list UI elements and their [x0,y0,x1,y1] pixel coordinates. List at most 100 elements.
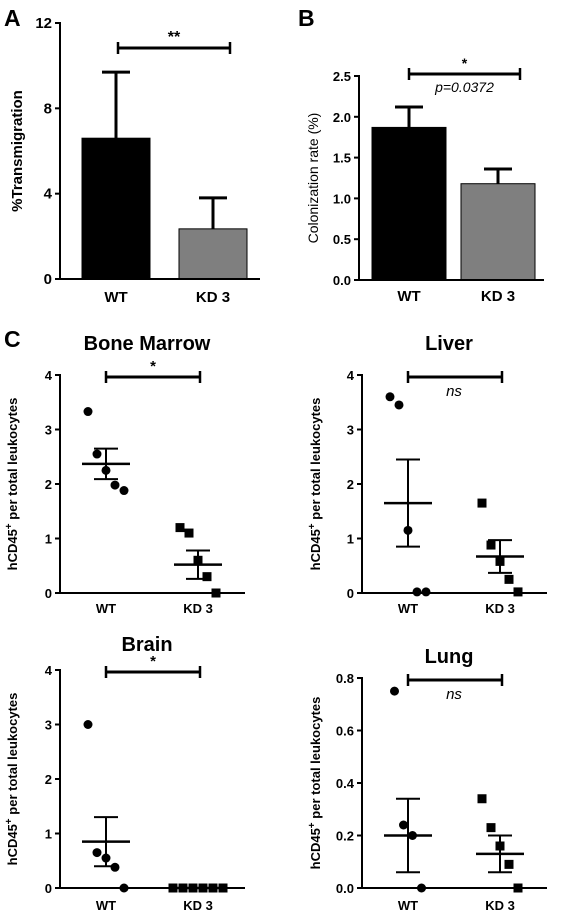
significance-stars: * [150,358,156,375]
y-tick-label: 2.5 [333,69,351,84]
x-tick-label: KD 3 [485,601,515,616]
x-tick-label: KD 3 [481,288,515,305]
panel-label-a: A [4,5,21,31]
y-tick-label: 0 [347,586,354,601]
x-tick-label: WT [398,898,418,913]
x-tick-label: WT [398,601,418,616]
significance-stars: ** [168,29,181,46]
y-axis-label: %Transmigration [9,90,26,212]
bar [460,183,536,281]
plot-title: Lung [425,646,474,668]
data-point-kd3 [218,883,228,893]
y-tick-label: 4 [45,663,53,678]
data-point-wt [394,400,404,410]
data-point-wt [83,407,93,417]
data-point-wt [92,449,102,459]
significance-stars: * [462,55,468,71]
data-point-kd3 [211,588,221,598]
data-point-wt [110,862,120,872]
p-value-label: p=0.0372 [434,79,494,95]
data-point-wt [417,883,426,893]
x-tick-label: KD 3 [196,289,230,306]
x-tick-label: KD 3 [183,601,213,616]
data-point-wt [399,820,408,830]
y-tick-label: 1 [347,532,354,547]
x-tick-label: WT [397,288,420,305]
scatter-plot-bone-marrow: Bone Marrow 0 1 2 3 4 hCD45+ per total leukocy… [4,333,245,616]
bar-chart-a: WT KD 3 0 4 8 12 %Transmigration ** [9,15,260,306]
y-tick-label: 8 [44,100,52,117]
y-tick-label: 0.5 [333,232,351,247]
y-tick-label: 2 [347,477,354,492]
y-tick-label: 2.0 [333,110,351,125]
data-point-kd3 [477,794,487,804]
y-tick-label: 0 [45,586,52,601]
y-tick-label: 4 [45,368,53,383]
plot-title: Liver [425,333,473,355]
data-point-wt [412,587,422,597]
x-tick-label: KD 3 [183,898,213,913]
bar [371,126,447,281]
y-tick-label: 0 [44,271,52,288]
y-tick-label: 3 [45,423,52,438]
data-point-wt [421,587,431,597]
data-point-kd3 [168,883,178,893]
x-tick-label: WT [96,601,116,616]
y-tick-label: 4 [347,368,355,383]
y-tick-label: 1 [45,532,52,547]
data-point-wt [92,848,102,858]
bar-chart-b: WT KD 3 0.0 0.5 1.0 1.5 2.0 2.5 Colonization rat… [305,55,544,305]
scatter-plot-liver: Liver 0 1 2 3 4 hCD45+ per total leukocytes WT K… [307,333,547,616]
y-tick-label: 0.6 [336,724,354,739]
significance-stars: * [150,653,156,670]
plot-title: Bone Marrow [84,333,211,355]
x-tick-label: WT [104,289,127,306]
y-tick-label: 2 [45,477,52,492]
y-tick-label: 3 [347,423,354,438]
y-axis-label: hCD45+ per total leukocytes [307,398,324,571]
significance-ns-label: ns [446,686,462,703]
y-tick-label: 12 [35,15,52,32]
y-axis-label: Colonization rate (%) [305,113,321,244]
data-point-kd3 [513,883,523,893]
data-point-wt [119,486,129,496]
y-tick-label: 3 [45,718,52,733]
data-point-kd3 [477,498,487,508]
y-tick-label: 4 [44,186,53,203]
y-tick-label: 1 [45,827,52,842]
y-tick-label: 0.0 [333,273,351,288]
data-point-kd3 [486,540,496,550]
y-tick-label: 1.0 [333,191,351,206]
data-point-wt [390,686,399,696]
data-point-kd3 [202,572,212,582]
bar [81,137,151,280]
y-tick-label: 2 [45,772,52,787]
y-tick-label: 0 [45,881,52,896]
data-point-kd3 [504,859,514,869]
y-tick-label: 0.2 [336,829,354,844]
y-tick-label: 0.8 [336,671,354,686]
scatter-plot-brain: Brain 0 1 2 3 4 hCD45+ per total leukocytes WT K… [4,634,245,913]
panel-label-c: C [4,326,21,352]
data-point-wt [385,392,395,402]
significance-ns-label: ns [446,383,462,400]
data-point-wt [110,480,120,490]
scatter-plot-lung: Lung 0.0 0.2 0.4 0.6 0.8 hCD45+ per total leuk… [307,646,547,913]
y-axis-label: hCD45+ per total leukocytes [4,693,21,866]
bar [178,228,248,280]
y-tick-label: 1.5 [333,151,351,166]
plot-title: Brain [121,634,172,656]
y-axis-label: hCD45+ per total leukocytes [307,697,324,870]
data-point-kd3 [486,823,496,833]
data-point-wt [119,883,129,893]
data-point-kd3 [184,528,194,538]
y-tick-label: 0.0 [336,881,354,896]
y-tick-label: 0.4 [336,776,355,791]
data-point-wt [83,720,93,729]
data-point-kd3 [504,574,514,584]
data-point-kd3 [175,523,185,533]
data-point-kd3 [513,587,523,597]
panel-label-b: B [298,5,315,31]
x-tick-label: WT [96,898,116,913]
